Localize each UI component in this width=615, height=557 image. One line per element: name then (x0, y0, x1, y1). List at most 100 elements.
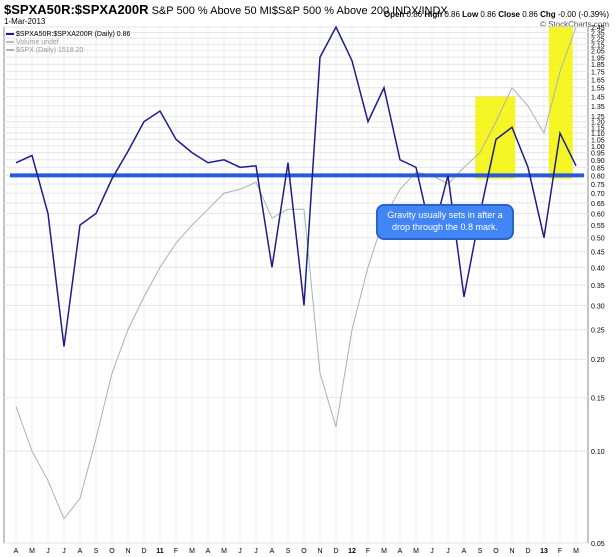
x-tick-label: O (109, 548, 115, 555)
x-tick-label: 11 (156, 548, 164, 555)
y-tick-label: 1.05 (591, 137, 605, 144)
x-tick-label: O (301, 548, 307, 555)
chart-title: $SPXA50R:$SPXA200R S&P 500 % Above 50 MI… (4, 2, 448, 17)
high-label: High (424, 10, 443, 19)
y-tick-label: 1.75 (591, 70, 605, 77)
y-tick-label: 2.25 (591, 36, 605, 43)
x-tick-label: J (254, 548, 258, 555)
x-tick-label: D (141, 548, 146, 555)
y-tick-label: 0.05 (591, 541, 605, 548)
y-tick-label: 0.20 (591, 357, 605, 364)
legend-item-spx: $SPX (Daily) 1518.20 (6, 47, 130, 55)
y-tick-label: 2.35 (591, 31, 605, 38)
y-tick-label: 0.10 (591, 449, 605, 456)
x-tick-label: 12 (348, 548, 356, 555)
x-tick-label: M (29, 548, 35, 555)
x-tick-label: A (398, 548, 403, 555)
x-tick-label: M (413, 548, 419, 555)
y-tick-label: 0.35 (591, 283, 605, 290)
x-tick-label: F (174, 548, 178, 555)
highlight-box (548, 27, 573, 179)
volume-swatch-icon (6, 41, 14, 44)
y-tick-label: 0.50 (591, 236, 605, 243)
y-tick-label: 0.75 (591, 182, 605, 189)
y-tick-label: 1.25 (591, 114, 605, 121)
y-tick-label: 0.90 (591, 158, 605, 165)
low-label: Low (462, 10, 479, 19)
y-tick-label: 2.05 (591, 49, 605, 56)
x-tick-label: A (14, 548, 19, 555)
y-tick-label: 0.60 (591, 212, 605, 219)
watermark: © StockCharts.com (539, 20, 609, 29)
legend-spx-label: $SPX (Daily) 1518.20 (16, 47, 84, 54)
y-tick-label: 1.20 (591, 120, 605, 127)
y-tick-label: 0.40 (591, 265, 605, 272)
x-tick-label: F (366, 548, 370, 555)
x-tick-label: D (333, 548, 338, 555)
y-tick-label: 0.85 (591, 165, 605, 172)
y-tick-label: 0.65 (591, 201, 605, 208)
legend-item-ratio: $SPXA50R:$SPXA200R (Daily) 0.86 (6, 31, 130, 39)
y-tick-label: 0.70 (591, 191, 605, 198)
chart-symbol: $SPXA50R:$SPXA200R (4, 2, 149, 17)
legend: $SPXA50R:$SPXA200R (Daily) 0.86 Volume u… (6, 31, 130, 55)
annotation-callout: Gravity usually sets in after a drop thr… (376, 204, 514, 240)
open-value: 0.86 (406, 10, 423, 19)
spx-swatch-icon (6, 49, 14, 52)
x-tick-label: S (478, 548, 483, 555)
x-tick-label: S (94, 548, 99, 555)
y-tick-label: 2.45 (591, 25, 605, 32)
y-tick-label: 1.00 (591, 144, 605, 151)
x-tick-label: N (317, 548, 322, 555)
chg-value: -0.00 (-0.39%) (557, 10, 609, 19)
legend-volume-label: Volume undef (16, 39, 59, 46)
legend-ratio-label: $SPXA50R:$SPXA200R (Daily) 0.86 (16, 31, 131, 38)
legend-item-volume: Volume undef (6, 39, 130, 47)
close-label: Close (498, 10, 521, 19)
x-tick-label: A (462, 548, 467, 555)
y-tick-label: 1.65 (591, 77, 605, 84)
y-tick-label: 0.45 (591, 250, 605, 257)
y-tick-label: 0.80 (591, 173, 605, 180)
y-tick-label: 0.15 (591, 395, 605, 402)
x-tick-label: A (206, 548, 211, 555)
y-tick-label: 1.45 (591, 95, 605, 102)
x-tick-label: A (270, 548, 275, 555)
x-tick-label: N (509, 548, 514, 555)
x-tick-label: J (46, 548, 50, 555)
x-tick-label: M (573, 548, 579, 555)
y-tick-label: 1.35 (591, 104, 605, 111)
y-tick-label: 2.15 (591, 42, 605, 49)
ratio-swatch-icon (6, 33, 14, 36)
close-value: 0.86 (522, 10, 538, 19)
x-tick-label: O (493, 548, 499, 555)
y-tick-label: 1.85 (591, 62, 605, 69)
chart-date: 1-Mar-2013 (4, 17, 46, 26)
x-tick-label: D (525, 548, 530, 555)
y-tick-label: 0.95 (591, 151, 605, 158)
y-tick-label: 1.55 (591, 86, 605, 93)
chg-label: Chg (540, 10, 556, 19)
y-tick-label: 1.15 (591, 125, 605, 132)
x-tick-label: J (238, 548, 242, 555)
x-tick-label: S (286, 548, 291, 555)
x-tick-label: J (430, 548, 434, 555)
x-tick-label: M (381, 548, 387, 555)
highlight-box (475, 96, 516, 179)
open-label: Open (383, 10, 405, 19)
series-line-ratio (15, 25, 577, 347)
x-tick-label: N (125, 548, 130, 555)
high-value: 0.86 (444, 10, 460, 19)
x-tick-label: M (189, 548, 195, 555)
y-tick-label: 0.55 (591, 223, 605, 230)
y-tick-label: 1.95 (591, 55, 605, 62)
x-tick-label: J (446, 548, 450, 555)
x-tick-label: A (78, 548, 83, 555)
x-tick-label: M (221, 548, 227, 555)
low-value: 0.86 (480, 10, 496, 19)
x-tick-label: F (558, 548, 562, 555)
x-tick-label: 13 (540, 548, 548, 555)
chart-description: S&P 500 % Above 50 MI$S&P 500 % Above 20… (151, 5, 448, 17)
x-tick-label: J (62, 548, 66, 555)
